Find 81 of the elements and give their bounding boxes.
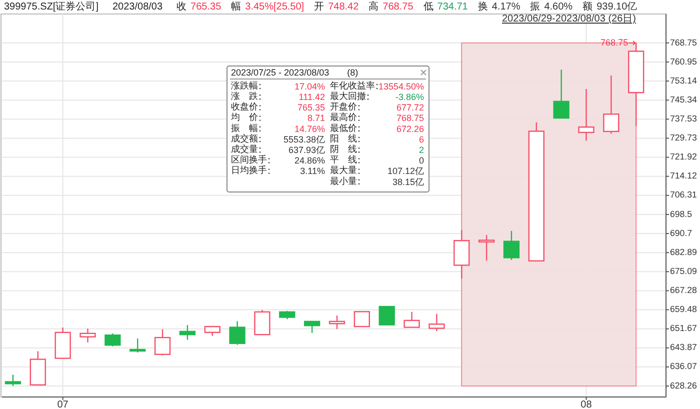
annotation: 768.75: [600, 37, 628, 48]
category-label: 区间换手: [231, 154, 267, 165]
category-label: 低: [423, 2, 434, 13]
category-label: 成交额: [231, 133, 258, 144]
category-label: 阳 线: [330, 133, 357, 144]
category-label: 成交量: [231, 144, 258, 154]
y-tick-label: 745.34: [670, 94, 698, 104]
y-tick-label: 675.09: [670, 266, 698, 276]
text: 637.93亿: [288, 144, 325, 155]
category-label: 涨 跌: [231, 90, 258, 101]
text: 111.42: [298, 92, 325, 102]
category-label: 最小量: [330, 176, 357, 186]
category-label: 开: [314, 2, 324, 13]
text: 2023/07/25 - 2023/08/03: [231, 67, 330, 78]
text: 3.45%[25.50]: [245, 2, 304, 13]
category-label: 高: [368, 0, 379, 13]
text: 748.42: [328, 2, 359, 13]
y-tick-label: 643.87: [670, 342, 698, 352]
text: 4.60%: [544, 2, 573, 13]
text: 399975.SZ[证券公司]: [4, 0, 99, 13]
text: 765.35: [297, 102, 325, 113]
text: 672.26: [396, 124, 424, 134]
category-label: 日均换手: [231, 165, 267, 176]
y-tick-label: 753.14: [670, 75, 698, 86]
category-label: 最高价: [330, 112, 357, 122]
text: 38.15亿: [392, 176, 424, 187]
text: 677.72: [396, 102, 424, 113]
y-tick-label: 682.89: [670, 246, 698, 257]
y-tick-label: 667.28: [670, 285, 698, 296]
category-label: 平 线: [330, 154, 357, 165]
category-label: 最大回撤: [330, 90, 366, 101]
y-tick-label: 698.5: [670, 208, 692, 219]
y-tick-label: 628.26: [670, 380, 698, 390]
category-label: 幅: [231, 0, 242, 13]
text: 5553.38亿: [283, 134, 325, 144]
text: 734.71: [437, 2, 468, 13]
category-label: 振 幅: [231, 122, 258, 133]
y-tick-label: 651.67: [670, 323, 698, 334]
text: 765.35: [190, 2, 222, 13]
text: 3.11%: [300, 166, 325, 176]
y-tick-label: 690.7: [670, 228, 692, 238]
text: 14.76%: [294, 124, 325, 134]
text: 6: [418, 134, 424, 144]
text: 768.75: [382, 2, 414, 13]
category-label: 年化收益率: [330, 80, 375, 90]
category-label: 涨跌幅: [231, 80, 258, 90]
x-tick-label: 07: [57, 400, 69, 409]
y-tick-label: 706.31: [670, 190, 698, 200]
y-tick-label: 659.48: [670, 304, 698, 314]
y-tick-label: 737.53: [670, 113, 698, 124]
text: 17.04%: [294, 81, 325, 92]
category-label: 换: [478, 0, 488, 13]
y-tick-label: 636.07: [670, 361, 698, 372]
y-tick-label: 729.73: [670, 132, 698, 143]
text: 24.86%: [294, 156, 325, 166]
text: 768.75: [396, 113, 424, 124]
category-label: 振: [530, 0, 540, 13]
text: 13554.50%: [378, 81, 424, 92]
y-tick-label: 714.12: [670, 170, 698, 181]
y-tick-label: 721.92: [670, 152, 698, 162]
text: 939.10亿: [596, 2, 638, 13]
y-tick-label: 768.75: [670, 37, 698, 48]
text: 2: [418, 144, 424, 155]
category-label: 阴 线: [330, 144, 357, 154]
text: -3.86%: [395, 92, 424, 102]
text: 2023/08/03: [112, 2, 163, 13]
y-tick-label: 760.95: [670, 56, 698, 66]
text: 4.17%: [492, 2, 520, 13]
category-label: 最大量: [330, 165, 357, 176]
text: 8.71: [307, 113, 325, 124]
category-label: 收盘价: [231, 102, 258, 112]
text: (8): [347, 67, 358, 78]
x-tick-label: 08: [580, 400, 592, 409]
category-label: 最低价: [330, 122, 357, 133]
category-label: 额: [582, 0, 593, 13]
category-label: 开盘价: [330, 102, 357, 112]
category-label: 收: [176, 2, 187, 13]
annotation: 2023/06/29-2023/08/03 (26日): [502, 14, 636, 25]
text: 107.12亿: [387, 166, 424, 176]
text: 0: [418, 156, 424, 166]
category-label: 均 价: [230, 112, 258, 122]
